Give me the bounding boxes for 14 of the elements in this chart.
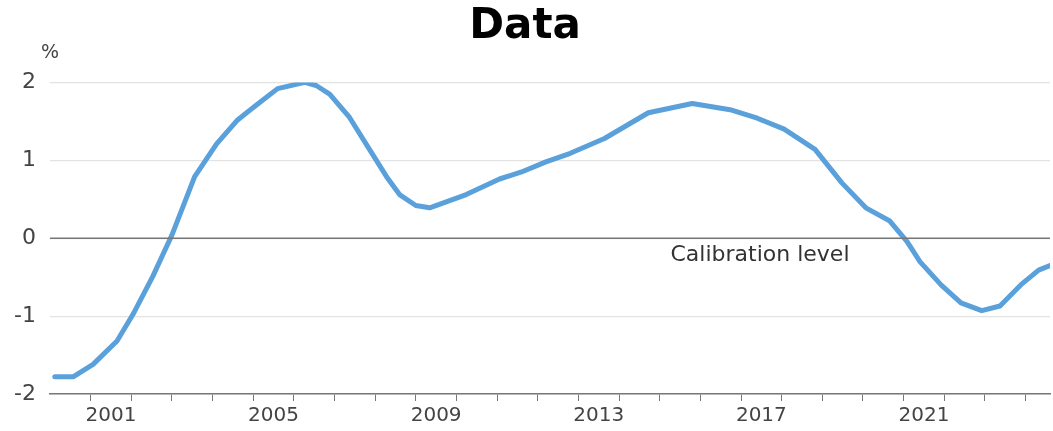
chart-title: Data bbox=[469, 0, 581, 49]
x-tick-label: 2013 bbox=[573, 402, 625, 427]
x-tick-label: 2005 bbox=[248, 402, 299, 427]
x-tick-label: 2009 bbox=[410, 402, 462, 427]
ref-line-label: Calibration level bbox=[670, 240, 850, 266]
y-tick-label: -2 bbox=[14, 379, 36, 405]
x-tick-label: 2001 bbox=[85, 402, 137, 427]
x-tick-label: 2021 bbox=[898, 402, 950, 427]
y-tick-label: -1 bbox=[14, 301, 36, 327]
y-tick-label: 2 bbox=[21, 68, 36, 94]
y-axis-title: % bbox=[40, 39, 60, 62]
y-tick-label: 1 bbox=[21, 146, 36, 172]
y-tick-label: 0 bbox=[21, 223, 36, 249]
x-tick-label: 2017 bbox=[735, 402, 787, 427]
